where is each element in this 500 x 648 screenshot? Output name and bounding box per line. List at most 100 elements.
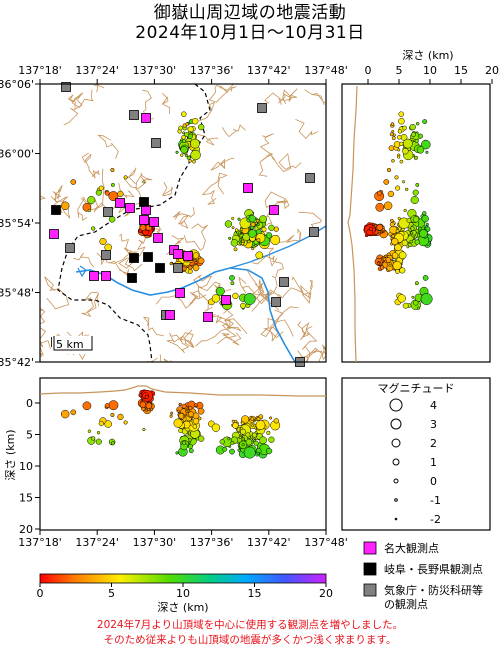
colorbar-label: 深さ (km) bbox=[157, 601, 208, 614]
hypocenter-point bbox=[192, 424, 198, 429]
epicenter-point bbox=[190, 138, 200, 149]
hypocenter-point bbox=[391, 136, 396, 141]
gifu-nagano-station bbox=[143, 252, 153, 262]
colorbar-tick-label: 0 bbox=[37, 587, 44, 600]
hypocenter-point bbox=[397, 155, 401, 159]
colorbar-tick-label: 10 bbox=[176, 587, 190, 600]
contour-line bbox=[210, 157, 235, 171]
contour-line bbox=[219, 84, 235, 93]
lon-tick-label: 137°18' bbox=[18, 536, 62, 549]
hypocenter-point bbox=[409, 239, 413, 244]
magnitude-symbol bbox=[394, 498, 398, 502]
epicenter-point bbox=[243, 293, 256, 305]
epicenter-point bbox=[248, 215, 256, 223]
contour-line bbox=[40, 340, 44, 358]
nagoya-univ-station bbox=[49, 229, 59, 239]
hypocenter-point bbox=[250, 417, 254, 421]
epicenter-point bbox=[180, 146, 188, 154]
gifu-nagano-station bbox=[155, 263, 165, 273]
contour-line bbox=[221, 124, 246, 138]
contour-line bbox=[93, 84, 105, 93]
hypocenter-point bbox=[388, 145, 395, 151]
contour-line bbox=[40, 187, 46, 210]
contour-line bbox=[162, 92, 170, 114]
bottom-profile-points bbox=[60, 389, 281, 459]
hypocenter-point bbox=[266, 430, 271, 435]
nagoya-univ-station bbox=[269, 205, 279, 215]
epicenter-point bbox=[265, 232, 273, 239]
epicenter-point bbox=[231, 216, 235, 220]
hypocenter-point bbox=[229, 448, 235, 455]
epicenter-point bbox=[232, 292, 239, 300]
epicenter-point bbox=[197, 257, 205, 265]
hypocenter-point bbox=[170, 411, 174, 415]
epicenter-point bbox=[247, 239, 251, 244]
epicenter-point bbox=[231, 226, 235, 230]
epicenter-point bbox=[192, 159, 196, 164]
hypocenter-point bbox=[375, 202, 385, 212]
hypocenter-point bbox=[138, 393, 143, 398]
colorbar-tick-label: 20 bbox=[319, 587, 333, 600]
contour-line bbox=[192, 290, 213, 312]
map-axis-ticks: 137°18' 137°24' 137°30' 137°36' 137°42' 137°4… bbox=[0, 64, 348, 369]
magnitude-label: 4 bbox=[430, 399, 437, 412]
jma-nied-station-swatch bbox=[363, 583, 377, 597]
nagoya-univ-station bbox=[141, 113, 151, 123]
hypocenter-point bbox=[60, 409, 70, 419]
hypocenter-point bbox=[251, 424, 255, 428]
hypocenter-point bbox=[389, 218, 394, 223]
hypocenter-point bbox=[104, 403, 110, 409]
prefecture-boundary bbox=[57, 84, 211, 362]
epicenter-point bbox=[175, 150, 179, 154]
epicenter-points bbox=[60, 111, 281, 310]
lon-tick-label: 137°48' bbox=[304, 536, 348, 549]
nagoya-univ-station bbox=[125, 203, 135, 213]
depth-profile-right: 深さ (km) 0 5 10 15 20 bbox=[341, 49, 499, 363]
epicenter-point bbox=[261, 226, 267, 232]
hypocenter-point bbox=[379, 265, 385, 270]
hypocenter-point bbox=[197, 407, 205, 415]
magnitude-label: 3 bbox=[430, 418, 437, 431]
hypocenter-point bbox=[185, 410, 189, 414]
jma-nied-station bbox=[103, 207, 113, 217]
magnitude-symbol bbox=[391, 438, 401, 448]
epicenter-point bbox=[191, 117, 199, 125]
contour-line bbox=[155, 291, 207, 309]
lat-tick-label: 36°06' bbox=[0, 78, 34, 91]
hypocenter-point bbox=[394, 175, 399, 180]
epicenter-point bbox=[224, 220, 233, 228]
hypocenter-point bbox=[110, 441, 115, 446]
hypocenter-point bbox=[415, 121, 420, 126]
contour-line bbox=[162, 181, 173, 197]
contour-line bbox=[258, 133, 274, 177]
epicenter-point bbox=[230, 239, 239, 247]
hypocenter-point bbox=[251, 432, 258, 438]
epicenter-point bbox=[268, 224, 275, 231]
contour-line bbox=[50, 184, 69, 203]
jma-nied-station bbox=[257, 103, 267, 113]
nagoya-univ-station bbox=[243, 183, 253, 193]
hypocenter-point bbox=[417, 133, 423, 139]
note-line1: 2024年7月より山頂域を中心に使用する観測点を増やしました。 bbox=[96, 619, 404, 631]
hypocenter-point bbox=[377, 190, 383, 196]
contour-line bbox=[298, 347, 324, 362]
magnitude-label: 2 bbox=[430, 437, 437, 450]
epicenter-point bbox=[252, 245, 256, 249]
jma-nied-station bbox=[101, 250, 111, 260]
depth-tick-label: 0 bbox=[365, 64, 372, 77]
depth-tick-label: 10 bbox=[19, 460, 33, 473]
magnitude-label: 0 bbox=[430, 475, 437, 488]
hypocenter-point bbox=[182, 440, 187, 445]
hypocenter-point bbox=[240, 428, 246, 435]
hypocenter-point bbox=[110, 412, 115, 418]
epicenter-point bbox=[194, 260, 198, 265]
magnitude-symbol bbox=[392, 458, 400, 466]
hypocenter-point bbox=[377, 230, 381, 234]
hypocenter-point bbox=[394, 243, 402, 252]
contour-line bbox=[183, 223, 208, 251]
epicenter-point bbox=[104, 190, 110, 196]
hypocenter-point bbox=[369, 226, 374, 231]
lon-tick-label: 137°24' bbox=[75, 536, 119, 549]
epicenter-point bbox=[182, 138, 187, 144]
hypocenter-point bbox=[403, 208, 407, 213]
